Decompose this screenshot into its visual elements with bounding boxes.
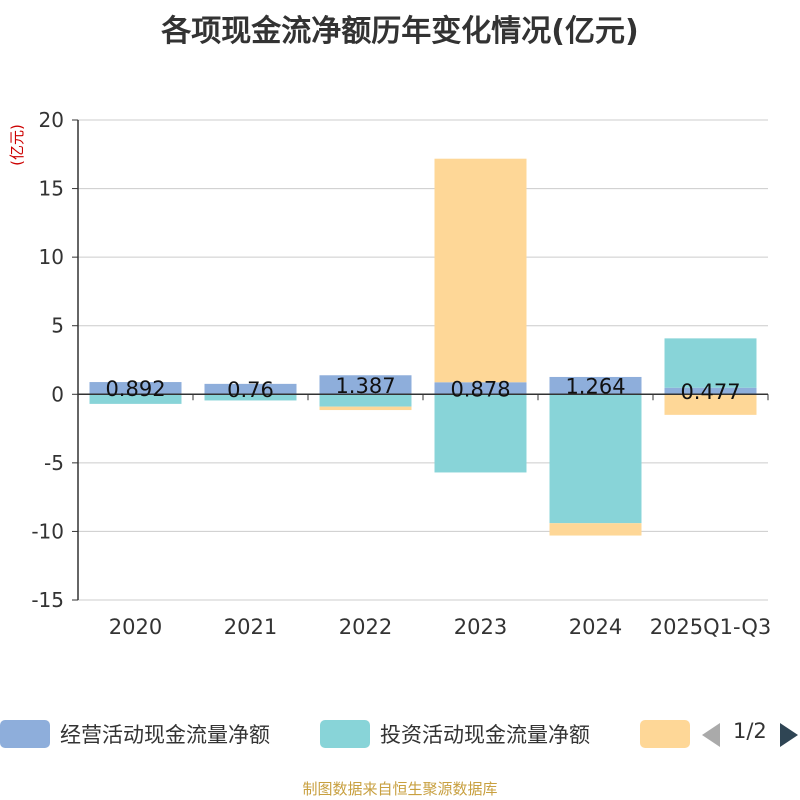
bar-1-2020 xyxy=(89,394,182,404)
x-tick-label-5: 2025Q1-Q3 xyxy=(650,615,772,639)
legend-swatch-investing xyxy=(320,720,370,748)
bar-0-2023 xyxy=(434,382,527,395)
label-layer: 0.892 0.76 1.387 0.878 1.264 0.477 xyxy=(105,374,740,404)
y-tick-label-4: 0 xyxy=(51,382,64,406)
bar-2-2024 xyxy=(549,523,642,536)
legend: 经营活动现金流量净额 投资活动现金流量净额 1/2 xyxy=(0,714,800,754)
axis-layer: 20 15 10 5 0 -5 -10 -15 2020 2021 2022 2023 2024 2025… xyxy=(8,108,771,639)
legend-page-indicator: 1/2 xyxy=(733,719,767,743)
x-tick-label-1: 2021 xyxy=(224,615,277,639)
data-label-4: 1.264 xyxy=(565,375,625,399)
triangle-right-icon[interactable] xyxy=(778,722,800,748)
x-tick-label-4: 2024 xyxy=(569,615,622,639)
bar-0-2022 xyxy=(319,375,412,395)
bar-layer xyxy=(89,158,757,536)
bar-2-2025Q1-Q3 xyxy=(664,394,757,415)
y-tick-label-2: 10 xyxy=(39,245,64,269)
triangle-left-icon[interactable] xyxy=(700,722,722,748)
y-tick-label-1: 15 xyxy=(39,177,64,201)
y-axis-unit-label: (亿元) xyxy=(8,124,26,166)
bar-0-2020 xyxy=(89,382,182,395)
legend-swatch-operating xyxy=(0,720,50,748)
x-tick-label-2: 2022 xyxy=(339,615,392,639)
legend-swatch-financing xyxy=(640,720,690,748)
legend-label-investing: 投资活动现金流量净额 xyxy=(380,723,590,747)
bar-1-2025Q1-Q3 xyxy=(664,338,757,388)
bar-2-2022 xyxy=(319,406,412,411)
data-label-1: 0.76 xyxy=(227,378,274,402)
bar-0-2021 xyxy=(204,383,297,395)
data-label-2: 1.387 xyxy=(335,374,395,398)
data-label-0: 0.892 xyxy=(105,377,165,401)
y-tick-label-3: 5 xyxy=(51,314,64,338)
bar-1-2024 xyxy=(549,394,642,524)
bar-1-2022 xyxy=(319,394,412,407)
x-tick-label-3: 2023 xyxy=(454,615,507,639)
bar-1-2023 xyxy=(434,394,527,473)
y-tick-label-7: -15 xyxy=(31,588,64,612)
bar-0-2024 xyxy=(549,376,642,395)
bar-chart: 20 15 10 5 0 -5 -10 -15 2020 2021 2022 2023 2024 2025… xyxy=(8,108,771,639)
bar-1-2021 xyxy=(204,394,297,401)
grid-layer xyxy=(78,119,768,601)
data-label-3: 0.878 xyxy=(450,377,510,401)
y-tick-label-5: -5 xyxy=(44,451,64,475)
bar-2-2023 xyxy=(434,158,527,383)
bar-0-2025Q1-Q3 xyxy=(664,387,757,395)
y-tick-label-6: -10 xyxy=(31,519,64,543)
legend-label-operating: 经营活动现金流量净额 xyxy=(60,723,270,747)
x-tick-label-0: 2020 xyxy=(109,615,162,639)
chart-title: 各项现金流净额历年变化情况(亿元) xyxy=(161,14,639,49)
source-note: 制图数据来自恒生聚源数据库 xyxy=(302,780,498,798)
y-tick-label-0: 20 xyxy=(39,108,64,132)
data-label-5: 0.477 xyxy=(680,380,740,404)
